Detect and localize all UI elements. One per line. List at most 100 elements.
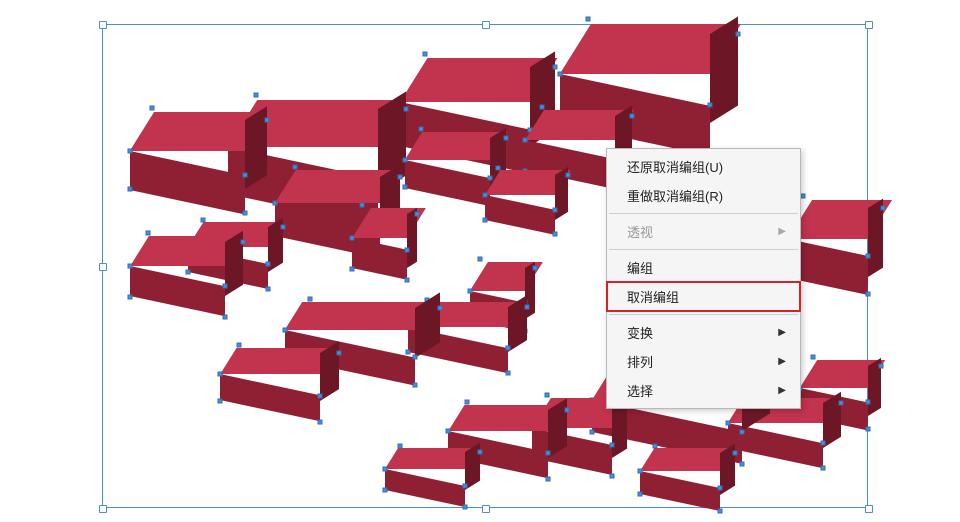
menu-item[interactable]: 变换▶	[607, 318, 800, 347]
anchor-point[interactable]	[405, 247, 410, 252]
anchor-point[interactable]	[468, 288, 473, 293]
selection-handle[interactable]	[99, 505, 107, 513]
anchor-point[interactable]	[708, 103, 713, 108]
anchor-point[interactable]	[404, 107, 409, 112]
anchor-point[interactable]	[718, 486, 723, 491]
anchor-point[interactable]	[488, 175, 493, 180]
anchor-point[interactable]	[630, 114, 635, 119]
anchor-point[interactable]	[838, 400, 843, 405]
anchor-point[interactable]	[878, 363, 883, 368]
anchor-point[interactable]	[240, 240, 245, 245]
anchor-point[interactable]	[413, 382, 418, 387]
anchor-point[interactable]	[422, 51, 427, 56]
anchor-point[interactable]	[881, 205, 886, 210]
anchor-point[interactable]	[266, 261, 271, 266]
anchor-point[interactable]	[718, 509, 723, 514]
anchor-point[interactable]	[610, 473, 615, 478]
menu-item[interactable]: 还原取消编组(U)	[607, 152, 800, 181]
anchor-point[interactable]	[564, 408, 569, 413]
anchor-point[interactable]	[810, 355, 815, 360]
anchor-point[interactable]	[406, 349, 411, 354]
anchor-point[interactable]	[478, 257, 483, 262]
anchor-point[interactable]	[292, 164, 297, 169]
anchor-point[interactable]	[736, 31, 741, 36]
anchor-point[interactable]	[243, 211, 248, 216]
anchor-point[interactable]	[506, 370, 511, 375]
selection-handle[interactable]	[482, 505, 490, 513]
anchor-point[interactable]	[419, 127, 424, 132]
menu-item[interactable]: 取消编组	[607, 282, 800, 311]
anchor-point[interactable]	[866, 253, 871, 258]
anchor-point[interactable]	[506, 346, 511, 351]
anchor-point[interactable]	[533, 265, 538, 270]
anchor-point[interactable]	[149, 106, 154, 111]
anchor-point[interactable]	[223, 284, 228, 289]
menu-item[interactable]: 编组	[607, 253, 800, 282]
selection-handle[interactable]	[482, 21, 490, 29]
anchor-point[interactable]	[186, 269, 191, 274]
anchor-point[interactable]	[463, 483, 468, 488]
anchor-point[interactable]	[866, 427, 871, 432]
anchor-point[interactable]	[128, 148, 133, 153]
anchor-point[interactable]	[496, 165, 501, 170]
anchor-point[interactable]	[128, 264, 133, 269]
anchor-point[interactable]	[464, 400, 469, 405]
anchor-point[interactable]	[545, 392, 550, 397]
anchor-point[interactable]	[383, 466, 388, 471]
anchor-point[interactable]	[243, 172, 248, 177]
anchor-point[interactable]	[740, 429, 745, 434]
anchor-point[interactable]	[733, 450, 738, 455]
anchor-point[interactable]	[403, 185, 408, 190]
anchor-point[interactable]	[558, 71, 563, 76]
anchor-point[interactable]	[413, 355, 418, 360]
anchor-point[interactable]	[307, 297, 312, 302]
anchor-point[interactable]	[524, 304, 529, 309]
anchor-point[interactable]	[360, 202, 365, 207]
anchor-point[interactable]	[397, 174, 402, 179]
anchor-point[interactable]	[403, 157, 408, 162]
anchor-point[interactable]	[128, 187, 133, 192]
anchor-point[interactable]	[350, 236, 355, 241]
menu-item[interactable]: 重做取消编组(R)	[607, 181, 800, 210]
anchor-point[interactable]	[552, 64, 557, 69]
anchor-point[interactable]	[223, 314, 228, 319]
anchor-point[interactable]	[350, 266, 355, 271]
anchor-point[interactable]	[740, 461, 745, 466]
anchor-point[interactable]	[610, 443, 615, 448]
anchor-point[interactable]	[415, 212, 420, 217]
anchor-point[interactable]	[638, 469, 643, 474]
selection-handle[interactable]	[865, 21, 873, 29]
menu-item[interactable]: 选择▶	[607, 376, 800, 405]
anchor-point[interactable]	[405, 278, 410, 283]
anchor-point[interactable]	[273, 201, 278, 206]
anchor-point[interactable]	[254, 93, 259, 98]
anchor-point[interactable]	[318, 393, 323, 398]
anchor-point[interactable]	[398, 443, 403, 448]
anchor-point[interactable]	[446, 429, 451, 434]
anchor-point[interactable]	[546, 450, 551, 455]
anchor-point[interactable]	[523, 138, 528, 143]
anchor-point[interactable]	[866, 292, 871, 297]
anchor-point[interactable]	[128, 294, 133, 299]
anchor-point[interactable]	[145, 230, 150, 235]
anchor-point[interactable]	[437, 305, 442, 310]
anchor-point[interactable]	[546, 477, 551, 482]
selection-handle[interactable]	[865, 505, 873, 513]
anchor-point[interactable]	[218, 398, 223, 403]
anchor-point[interactable]	[463, 504, 468, 509]
anchor-point[interactable]	[281, 224, 286, 229]
anchor-point[interactable]	[540, 104, 545, 109]
anchor-point[interactable]	[590, 429, 595, 434]
anchor-point[interactable]	[218, 372, 223, 377]
anchor-point[interactable]	[866, 399, 871, 404]
anchor-point[interactable]	[638, 492, 643, 497]
anchor-point[interactable]	[318, 420, 323, 425]
anchor-point[interactable]	[266, 286, 271, 291]
anchor-point[interactable]	[586, 17, 591, 22]
anchor-point[interactable]	[478, 450, 483, 455]
anchor-point[interactable]	[801, 194, 806, 199]
anchor-point[interactable]	[726, 420, 731, 425]
anchor-point[interactable]	[483, 217, 488, 222]
anchor-point[interactable]	[653, 443, 658, 448]
selection-handle[interactable]	[99, 21, 107, 29]
